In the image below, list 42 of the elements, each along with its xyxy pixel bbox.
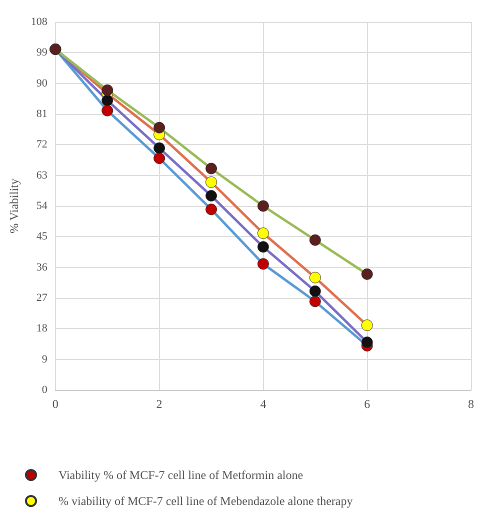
- y-tick-label: 9: [42, 353, 48, 366]
- point: [206, 204, 217, 216]
- point: [206, 176, 217, 188]
- y-tick-label: 99: [36, 46, 48, 59]
- point: [154, 122, 166, 134]
- point: [154, 142, 166, 154]
- point: [361, 320, 373, 332]
- point: [257, 258, 269, 270]
- point: [361, 336, 373, 348]
- y-tick-label: 108: [30, 16, 48, 28]
- y-tick-label: 36: [36, 261, 48, 274]
- x-tick-label: 2: [156, 397, 162, 411]
- point: [102, 104, 114, 116]
- point: [257, 200, 269, 212]
- point: [102, 94, 114, 106]
- point: [206, 190, 217, 202]
- x-tick-label: 4: [260, 397, 266, 411]
- point: [309, 272, 321, 284]
- y-tick-label: 45: [36, 230, 48, 243]
- y-tick-label: 0: [42, 384, 48, 396]
- x-tick-label: 8: [468, 397, 474, 411]
- point: [257, 241, 269, 253]
- y-tick-label: 63: [36, 169, 48, 182]
- point: [102, 84, 114, 96]
- y-tick-label: 90: [36, 77, 48, 90]
- point: [309, 296, 321, 308]
- y-tick-label: 81: [36, 108, 48, 120]
- y-axis-title: % Viability: [7, 178, 21, 234]
- y-tick-label: 72: [36, 138, 48, 151]
- legend-label: % viability of MCF-7 cell line of Mebendazole alone therapy: [58, 494, 353, 508]
- y-tick-label: 18: [36, 322, 48, 335]
- point: [154, 152, 166, 164]
- x-tick-label: 0: [52, 397, 58, 411]
- point: [309, 285, 321, 297]
- x-tick-label: 6: [364, 397, 370, 411]
- point: [206, 162, 217, 174]
- point: [257, 228, 269, 240]
- y-tick-label: 54: [36, 200, 48, 212]
- y-tick-label: 27: [36, 292, 48, 304]
- point: [361, 268, 373, 280]
- legend-label: Viability % of MCF-7 cell line of Metformin alone: [58, 468, 304, 482]
- point: [309, 234, 321, 246]
